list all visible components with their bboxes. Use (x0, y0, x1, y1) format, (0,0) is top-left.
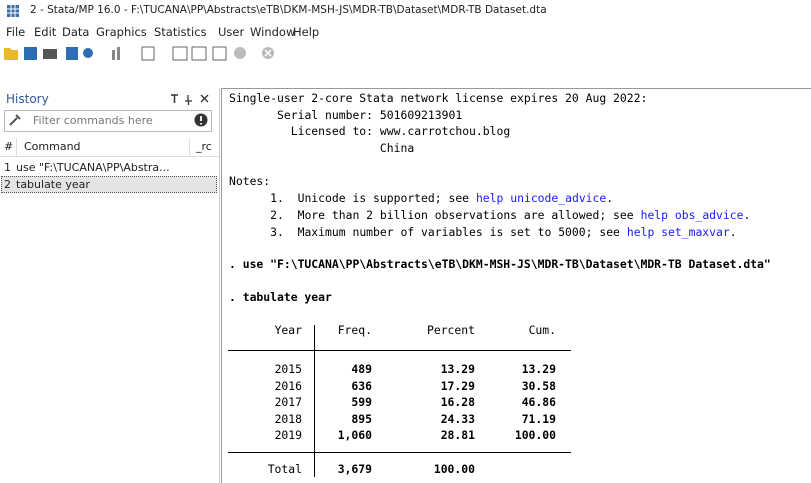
table-header: Percent (426, 323, 475, 338)
licensed-line: China (379, 140, 415, 155)
note-link[interactable]: help unicode_advice (475, 190, 607, 205)
table-rule (228, 350, 571, 351)
results-pane (221, 88, 811, 483)
menu-item[interactable]: Window (250, 25, 296, 39)
more-icon[interactable] (234, 47, 246, 59)
history-column: _rc (196, 140, 212, 153)
note-end: . (729, 224, 737, 239)
licensed-line: www.carrotchou.blog (379, 124, 511, 139)
table-header: Cum. (528, 323, 556, 338)
note-text: More than 2 billion observations are all… (297, 207, 634, 222)
note-text: Maximum number of variables is set to 50… (297, 224, 620, 239)
data-editor-icon[interactable] (172, 46, 188, 61)
table-total: 3,679 (337, 462, 372, 476)
selected-row (1, 176, 217, 193)
filter-icon (9, 114, 21, 126)
history-header (0, 137, 219, 157)
table-cell: 489 (351, 362, 372, 376)
licensed-label: Licensed to: (290, 124, 374, 139)
notes-title: Notes: (229, 174, 271, 188)
history-panel (0, 88, 220, 483)
filter-box[interactable] (4, 110, 212, 132)
history-column: # (4, 140, 14, 153)
note-text: Unicode is supported; see (297, 190, 470, 205)
menu-item[interactable]: Data (62, 25, 90, 39)
toolbar (4, 46, 274, 61)
log-icon[interactable] (66, 47, 78, 60)
table-rule (228, 452, 571, 453)
menu-item[interactable]: File (6, 25, 26, 39)
panel-controls[interactable] (168, 92, 216, 106)
note-num: 1. (270, 190, 284, 205)
serial-label: Serial number: (277, 107, 374, 122)
menu-item[interactable]: Graphics (96, 25, 147, 39)
save-icon[interactable] (24, 47, 37, 60)
table-header: Freq. (337, 323, 372, 338)
table-cell: 100.00 (514, 428, 556, 443)
table-header: Year (274, 323, 302, 338)
note-num: 3. (270, 224, 284, 239)
history-title: History (6, 92, 49, 106)
history-command[interactable]: use "F:\TUCANA\PP\Abstra... (16, 161, 170, 174)
open-icon[interactable] (4, 48, 18, 60)
table-cell: 28.81 (440, 428, 475, 443)
data-browser-icon[interactable] (191, 46, 207, 61)
table-cell: 17.29 (440, 378, 475, 393)
filter-clear[interactable] (193, 112, 209, 128)
serial: 501609213901 (379, 107, 463, 122)
window-title: 2 - Stata/MP 16.0 - F:\TUCANA\PP\Abstrac… (30, 4, 547, 16)
table-total-label: Total (267, 462, 302, 476)
note-end: . (743, 207, 751, 222)
history-column: Command (24, 140, 81, 153)
table-cell: 46.86 (521, 395, 556, 410)
history-num: 1 (4, 161, 11, 174)
viewer-icon[interactable] (83, 48, 93, 58)
command: . tabulate year (229, 290, 332, 305)
spacer (0, 64, 811, 88)
license: Single-user 2-core Stata network license… (229, 91, 648, 105)
table-cell: 24.33 (440, 411, 475, 426)
table-cell: 30.58 (521, 378, 556, 393)
table-year: 2016 (274, 378, 302, 393)
note-end: . (606, 190, 614, 205)
note-num: 2. (270, 207, 284, 222)
table-year: 2017 (274, 395, 302, 410)
table-cell: 71.19 (521, 411, 556, 426)
table-year: 2019 (274, 428, 302, 443)
graph-icon[interactable] (112, 50, 115, 60)
app-icon (7, 5, 19, 17)
history-command[interactable]: tabulate year (16, 178, 90, 191)
col-divider (189, 138, 190, 156)
table-total: 100.00 (433, 462, 475, 476)
table-year: 2018 (274, 411, 302, 426)
menu-item[interactable]: Help (293, 25, 320, 39)
menu-item[interactable]: Edit (34, 25, 57, 39)
menu-item[interactable]: Statistics (154, 25, 207, 39)
command: . use "F:\TUCANA\PP\Abstracts\eTB\DKM-MS… (229, 257, 771, 271)
table-cell: 13.29 (440, 362, 475, 376)
history-num: 2 (4, 178, 11, 191)
table-cell: 16.28 (440, 395, 475, 410)
filter-placeholder: Filter commands here (33, 114, 153, 127)
note-link[interactable]: help obs_advice (640, 207, 744, 222)
table-cell: 895 (351, 411, 372, 426)
print-icon[interactable] (43, 49, 57, 59)
table-year: 2015 (274, 362, 302, 376)
table-cell: 1,060 (337, 428, 372, 443)
table-cell: 599 (351, 395, 372, 410)
do-editor-icon[interactable] (141, 46, 155, 61)
variables-icon[interactable] (212, 46, 227, 61)
menu-item[interactable]: User (218, 25, 245, 39)
table-vrule (314, 325, 315, 477)
table-cell: 636 (351, 378, 372, 393)
note-link[interactable]: help set_maxvar (626, 224, 730, 239)
col-divider (16, 138, 17, 156)
table-cell: 13.29 (521, 362, 556, 376)
